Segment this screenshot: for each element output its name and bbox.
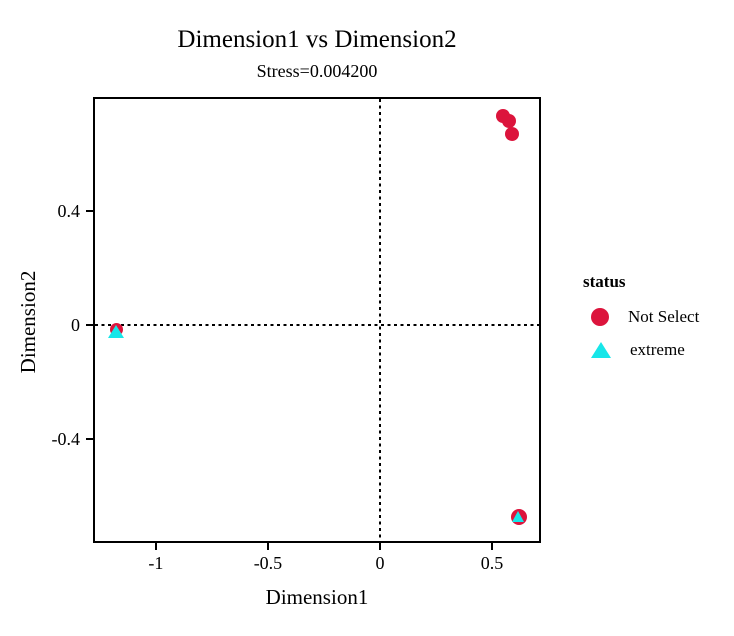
legend-item: extreme (583, 333, 699, 366)
y-tick (86, 209, 93, 212)
triangle-marker-icon (591, 341, 611, 358)
x-tick-label: 0.5 (480, 553, 504, 573)
x-tick (266, 543, 269, 550)
x-tick-label: -0.5 (253, 553, 283, 573)
x-tick (378, 543, 381, 550)
legend-item-label: extreme (630, 339, 685, 359)
y-tick (86, 323, 93, 326)
y-tick-label: -0.4 (51, 428, 81, 449)
x-tick-label: -1 (148, 553, 164, 573)
y-tick-label: 0 (71, 314, 80, 335)
chart-subtitle: Stress=0.004200 (256, 61, 378, 81)
data-point (505, 127, 520, 142)
x-tick-label: 0 (375, 553, 385, 573)
legend-title: status (583, 272, 626, 291)
data-point (512, 510, 525, 522)
y-tick (86, 437, 93, 440)
plot-area (93, 97, 541, 543)
data-point (108, 325, 125, 339)
zero-line-horizontal (95, 323, 539, 326)
x-axis-label: Dimension1 (265, 585, 369, 609)
chart-title: Dimension1 vs Dimension2 (177, 26, 457, 53)
legend-item-label: Not Select (628, 306, 700, 326)
legend-item: Not Select (583, 300, 699, 333)
circle-marker-icon (591, 307, 609, 326)
legend: status Not Select extreme (583, 272, 699, 366)
x-tick (154, 543, 157, 550)
data-point (501, 114, 516, 129)
x-tick (490, 543, 493, 550)
zero-line-vertical (378, 99, 381, 541)
y-tick-label: 0.4 (57, 200, 81, 221)
